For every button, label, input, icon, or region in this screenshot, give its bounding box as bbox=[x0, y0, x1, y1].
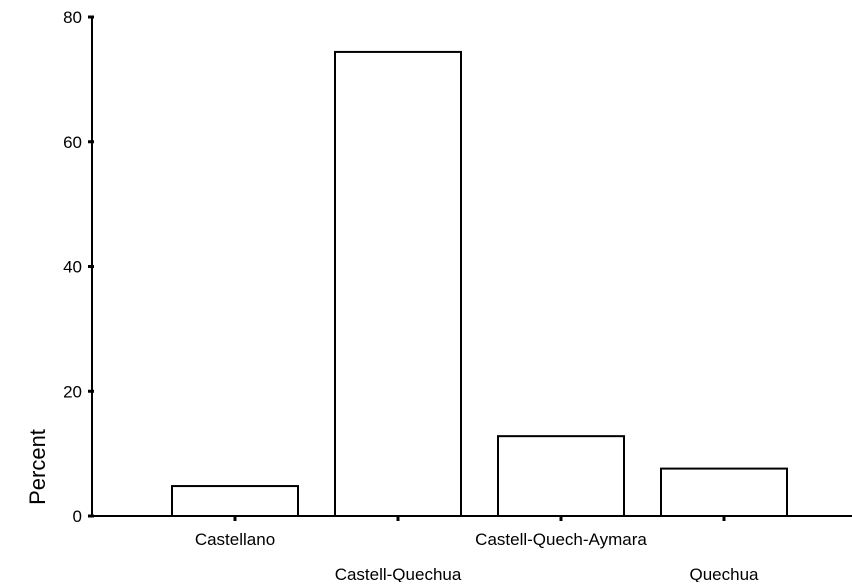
bar-quechua bbox=[660, 467, 788, 517]
y-tick-label: 20 bbox=[63, 382, 82, 401]
x-category-label: Castell-Quech-Aymara bbox=[475, 530, 647, 549]
x-category-label: Castellano bbox=[195, 530, 275, 549]
x-category-label: Quechua bbox=[690, 565, 760, 582]
x-category-label: Castell-Quechua bbox=[335, 565, 462, 582]
bar-castellano bbox=[171, 485, 299, 517]
y-tick-label: 0 bbox=[73, 507, 82, 526]
y-axis-title: Percent bbox=[25, 429, 50, 505]
bar-castell-quech-aymara bbox=[497, 435, 625, 517]
y-axis-ticks: 0 20 40 60 80 bbox=[63, 8, 94, 526]
bar-castell-quechua bbox=[334, 50, 462, 518]
bars bbox=[171, 50, 788, 518]
y-tick-label: 40 bbox=[63, 258, 82, 277]
y-tick-label: 60 bbox=[63, 133, 82, 152]
y-tick-label: 80 bbox=[63, 8, 82, 27]
x-axis-ticks: Castellano Castell-Quechua Castell-Quech-A… bbox=[195, 515, 760, 584]
